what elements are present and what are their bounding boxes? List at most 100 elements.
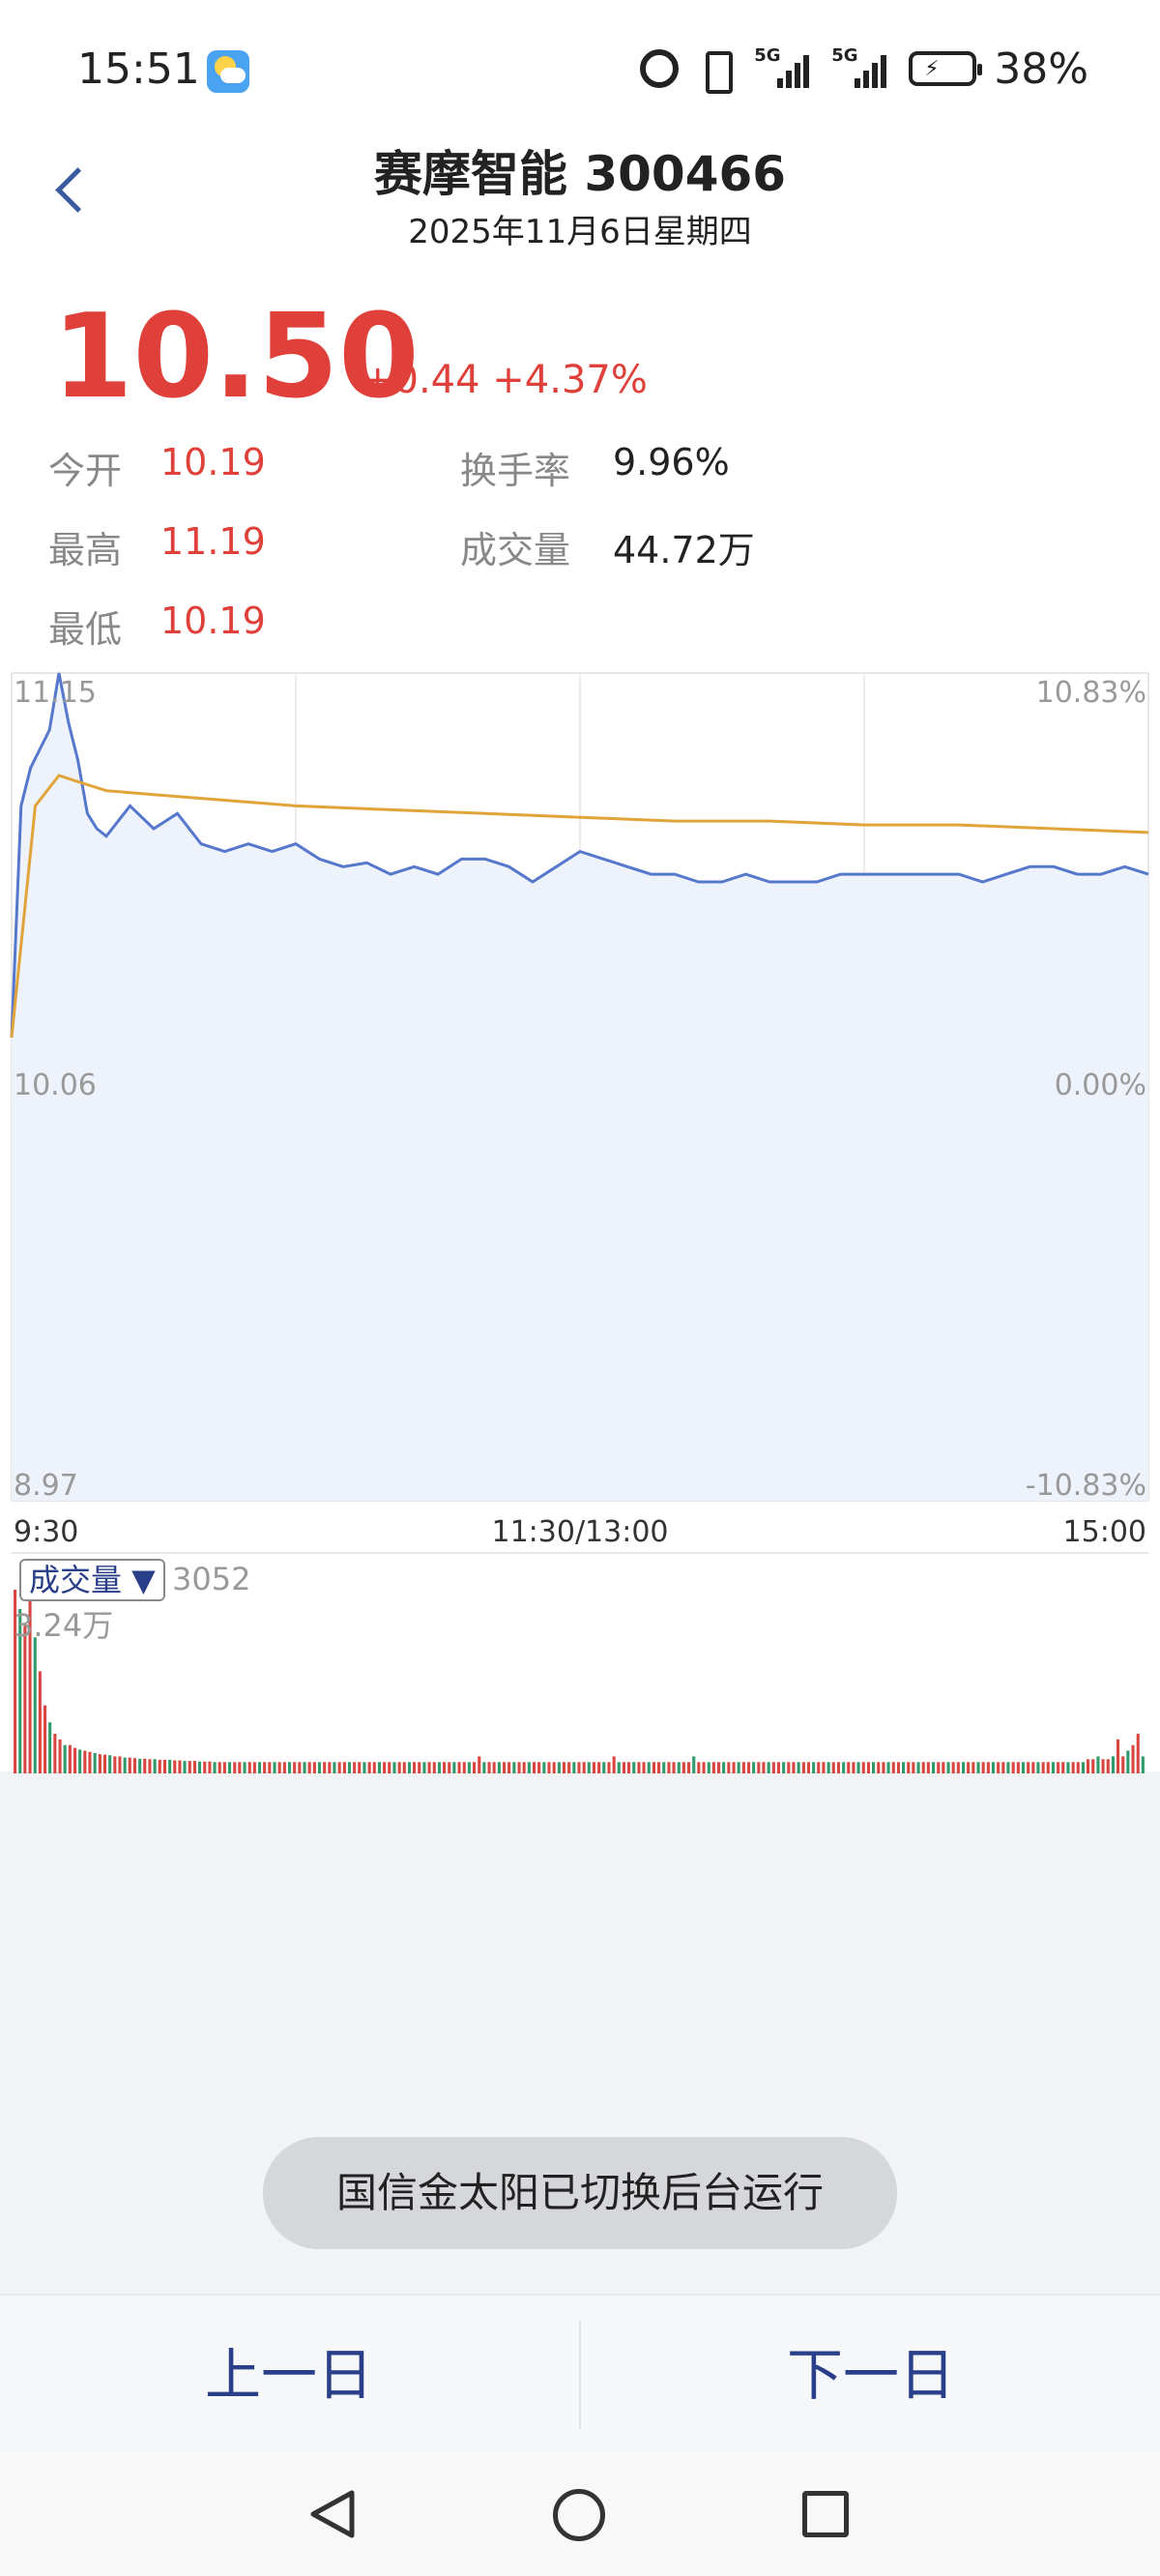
volume-bar [1036,1762,1040,1773]
volume-bar [1057,1762,1060,1773]
volume-bar [23,1625,27,1773]
volume-bar [632,1762,636,1773]
volume-bar [48,1722,52,1773]
volume-bar [328,1762,332,1773]
volume-bar [1091,1759,1095,1773]
volume-bar [902,1762,906,1773]
volume-bar [812,1762,816,1773]
volume-bar [976,1762,980,1773]
volume-bar [702,1762,706,1773]
volume-bar [856,1762,860,1773]
volume-bar [102,1754,106,1773]
volume-bar [38,1671,42,1773]
next-day-button[interactable]: 下一日 [786,2342,955,2408]
volume-bar [852,1762,856,1773]
volume-bar [128,1757,131,1773]
volume-bar [482,1762,486,1773]
status-bar: 15:51 5G 5G ⚡ 38% [0,0,1160,145]
volume-bar [792,1762,796,1773]
page-title: 赛摩智能 300466 [373,146,787,202]
volume-bar [413,1762,417,1773]
volume-bar [981,1762,985,1773]
volume-indicator-dropdown[interactable]: 成交量 ▼ [19,1559,165,1601]
recents-square-icon[interactable] [802,2491,849,2537]
volume-bar [68,1744,72,1773]
volume-bar [93,1752,97,1773]
volume-bar [143,1758,147,1773]
volume-bar [28,1597,32,1773]
system-navigation [0,2452,1160,2576]
volume-bar [462,1762,466,1773]
volume-bar [1121,1756,1125,1773]
volume-bar [912,1762,915,1773]
volume-bar [388,1762,392,1773]
previous-day-button[interactable]: 上一日 [204,2342,373,2408]
volume-bar [986,1762,990,1773]
volume-bar [667,1762,671,1773]
status-icons: 5G 5G ⚡ 38% [640,43,1088,95]
volume-bar [822,1762,826,1773]
home-circle-icon[interactable] [553,2489,605,2541]
volume-bar [1087,1759,1090,1773]
back-triangle-icon[interactable] [307,2489,358,2539]
volume-bar [737,1762,740,1773]
volume-bar [1141,1756,1145,1773]
volume-bar [1101,1759,1105,1773]
volume-bar [677,1762,681,1773]
volume-bar [208,1761,212,1773]
volume-bar [118,1756,122,1773]
volume-bar [512,1762,516,1773]
volume-bar [123,1757,127,1773]
volume-bar [258,1762,262,1773]
volume-bar [44,1705,47,1773]
volume-bar [577,1762,581,1773]
x-tick-end: 15:00 [1063,1515,1146,1549]
volume-bar [1106,1759,1110,1773]
volume-bar [612,1756,616,1773]
volume-bar [203,1761,207,1773]
stat-high-value: 11.19 [160,520,266,563]
volume-bar [722,1762,726,1773]
nav-divider [579,2321,581,2429]
volume-bar [53,1734,57,1773]
volume-bar [711,1762,715,1773]
volume-bar [886,1762,890,1773]
volume-bar [288,1762,292,1773]
y-tick-left-top: 11.15 [14,676,97,710]
volume-bar [527,1762,531,1773]
volume-bar [1116,1739,1120,1773]
volume-bar [317,1762,321,1773]
volume-bar [672,1762,676,1773]
price-change: +0.44 +4.37% [362,358,648,402]
volume-bar [537,1762,541,1773]
intraday-chart[interactable]: 11.15 10.06 8.97 10.83% 0.00% -10.83% 9:… [0,667,1160,1595]
volume-bar [991,1762,995,1773]
stat-open-value: 10.19 [160,441,266,483]
volume-bar [153,1759,157,1773]
price-area [12,673,1148,1501]
volume-bar [333,1762,336,1773]
volume-bar [602,1762,606,1773]
battery-percent: 38% [994,44,1088,94]
page-date: 2025年11月6日星期四 [408,213,752,251]
volume-bar [1006,1762,1010,1773]
volume-bar [303,1762,306,1773]
volume-bar [192,1761,196,1773]
volume-bar [168,1759,172,1773]
volume-bar [662,1762,666,1773]
volume-bar [452,1762,456,1773]
volume-current-value: 3052 [172,1561,251,1597]
volume-bar [183,1761,187,1773]
volume-bar [522,1762,526,1773]
current-price: 10.50 [52,290,420,424]
volume-bar [14,1590,17,1773]
volume-bar [697,1762,701,1773]
y-tick-right-top: 10.83% [1036,676,1146,710]
volume-bar [836,1762,840,1773]
volume-bar [372,1762,376,1773]
y-tick-left-bottom: 8.97 [14,1469,78,1503]
volume-bar [478,1756,481,1773]
volume-bar [806,1762,810,1773]
volume-bar [771,1762,775,1773]
volume-bar [473,1762,477,1773]
